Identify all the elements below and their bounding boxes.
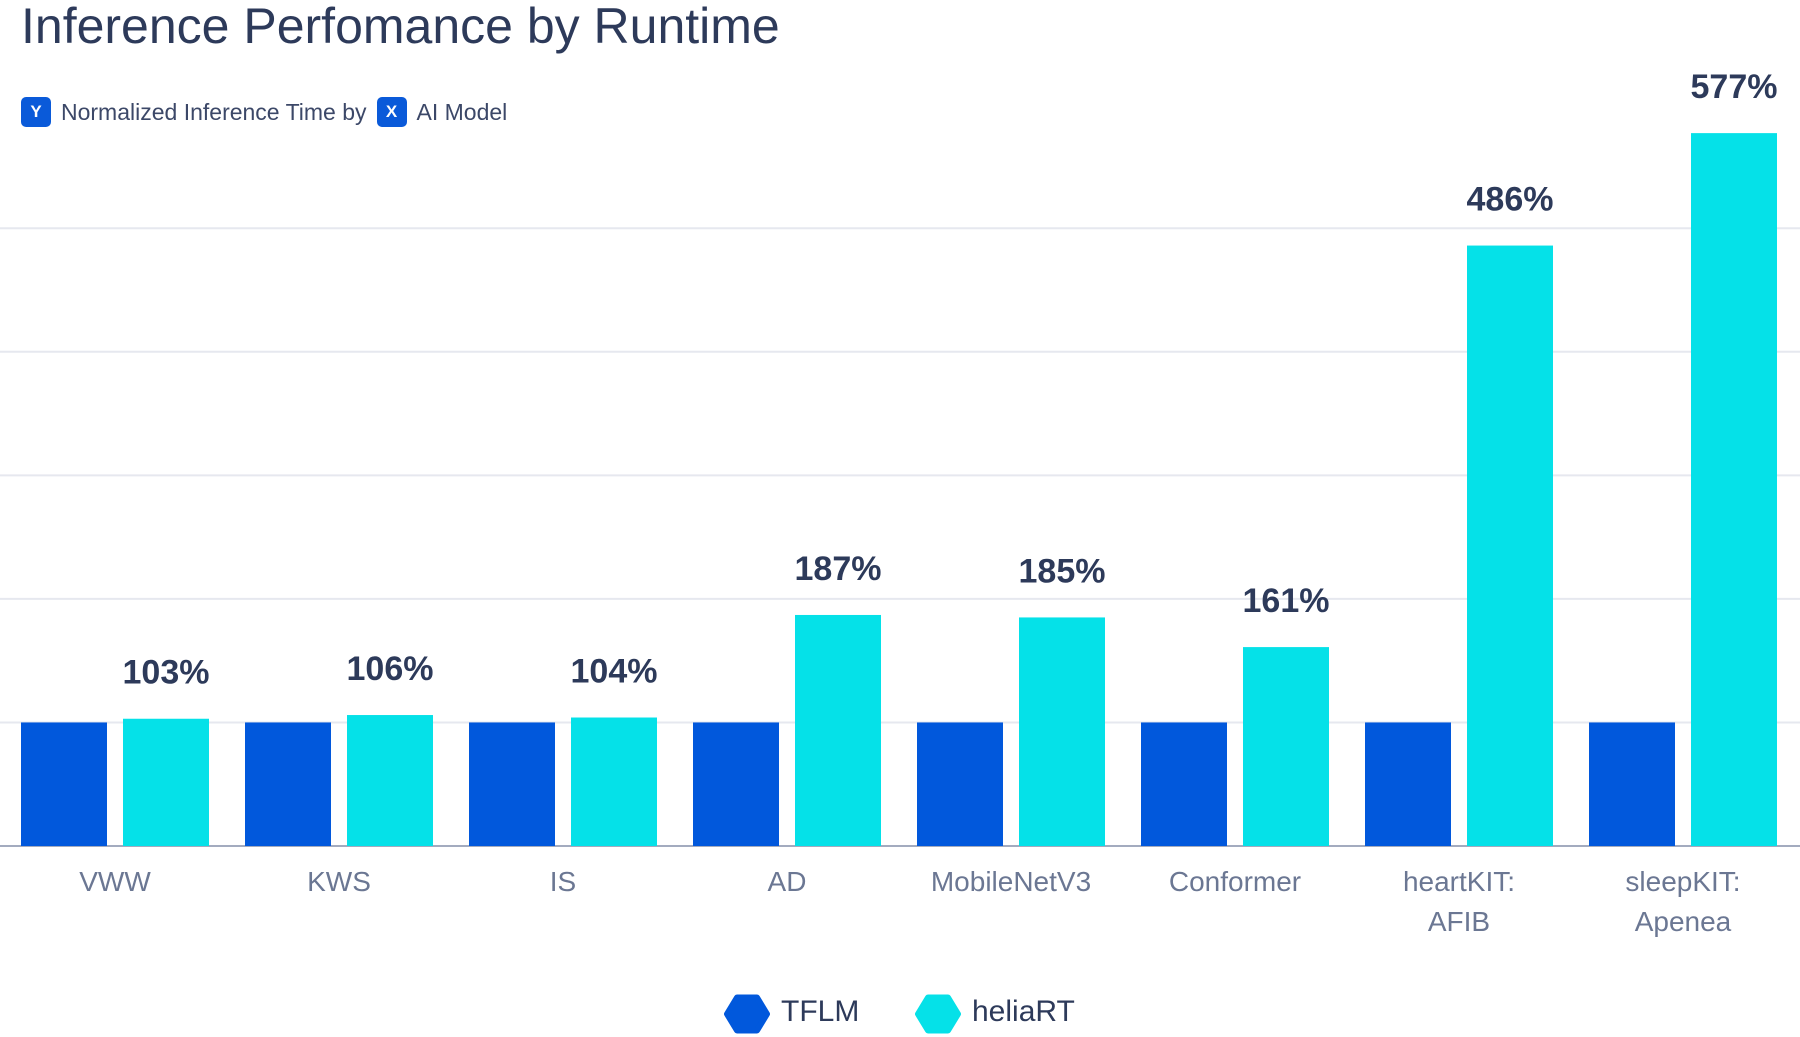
bar — [1019, 617, 1105, 846]
bar — [245, 722, 331, 846]
x-tick-label: MobileNetV3 — [930, 866, 1092, 897]
value-label: 103% — [123, 654, 210, 692]
x-tick-label: IS — [549, 866, 577, 897]
bar — [917, 722, 1003, 846]
bar — [571, 717, 657, 846]
axis-caption: Y Normalized Inference Time by X AI Mode… — [21, 97, 507, 127]
bar — [795, 614, 881, 846]
bar — [1141, 722, 1227, 846]
bar — [21, 722, 107, 846]
x-tick-label: Conformer — [1168, 866, 1302, 897]
value-label: 187% — [795, 550, 882, 588]
value-label: 106% — [347, 650, 434, 688]
legend-marker — [915, 994, 961, 1034]
bar — [347, 715, 433, 846]
x-axis-label: AI Model — [416, 98, 508, 125]
legend-label: heliaRT — [972, 995, 1075, 1028]
x-tick-label: sleepKIT: Apenea — [1625, 866, 1741, 937]
value-label: 577% — [1691, 68, 1778, 106]
legend-marker — [724, 994, 770, 1034]
bar — [123, 718, 209, 846]
y-badge: Y — [21, 97, 51, 127]
value-label: 161% — [1243, 582, 1330, 620]
legend-label: TFLM — [781, 995, 860, 1028]
bar — [693, 722, 779, 846]
x-tick-label: KWS — [307, 866, 371, 897]
bar — [1691, 133, 1777, 847]
chart-title: Inference Perfomance by Runtime — [21, 0, 780, 54]
x-tick-label: heartKIT: AFIB — [1402, 866, 1516, 937]
x-badge: X — [376, 97, 407, 127]
x-tick-label: VWW — [79, 866, 151, 897]
bar — [1467, 245, 1553, 847]
x-tick-label: AD — [767, 866, 807, 897]
value-label: 185% — [1019, 552, 1106, 590]
bar — [1589, 722, 1675, 846]
value-label: 486% — [1467, 181, 1554, 219]
bar — [469, 722, 555, 846]
bar — [1365, 722, 1451, 846]
bar — [1243, 647, 1329, 846]
y-axis-label: Normalized Inference Time by — [61, 98, 367, 125]
value-label: 104% — [571, 652, 658, 690]
